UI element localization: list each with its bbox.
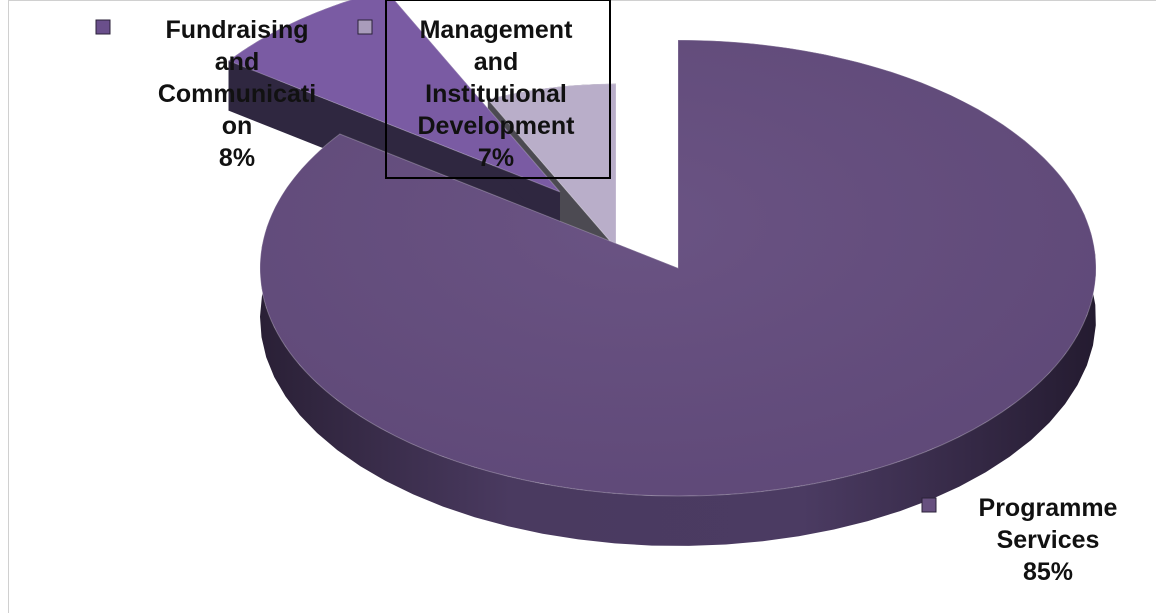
selected-label-box [385, 0, 611, 179]
data-label-line: on [222, 112, 253, 140]
data-label-2: Fundraising and Communicati on 8% [95, 16, 316, 172]
data-label-line: Management [420, 16, 573, 44]
data-label-line: Institutional [425, 80, 567, 108]
data-label-line: 8% [219, 144, 255, 172]
data-label-line: Services [997, 526, 1100, 554]
slices-layer [227, 0, 1097, 546]
data-label-line: Communicati [158, 80, 316, 108]
data-label-line: Programme [979, 494, 1118, 522]
data-label-line: Development [418, 112, 576, 140]
data-label-line: Fundraising [165, 16, 308, 44]
labels-layer: Programme Services 85% Fundraising and Commun… [95, 0, 1118, 586]
data-label-line: 85% [1023, 558, 1073, 586]
legend-key-icon [95, 19, 111, 35]
data-label-1: Programme Services 85% [921, 494, 1118, 586]
data-label-line: and [474, 48, 518, 76]
slice-fundraising-and-communication [227, 0, 561, 193]
data-label-line: and [215, 48, 259, 76]
legend-key-icon [357, 19, 373, 35]
chart-frame-left-border [8, 0, 9, 613]
slice-programme-services [259, 39, 1097, 497]
legend-key-icon [921, 497, 937, 513]
slice-management-and-institutional-development [486, 83, 617, 250]
data-label-line: 7% [478, 144, 514, 172]
data-label-3: Management and Institutional Development 7% [357, 16, 576, 172]
